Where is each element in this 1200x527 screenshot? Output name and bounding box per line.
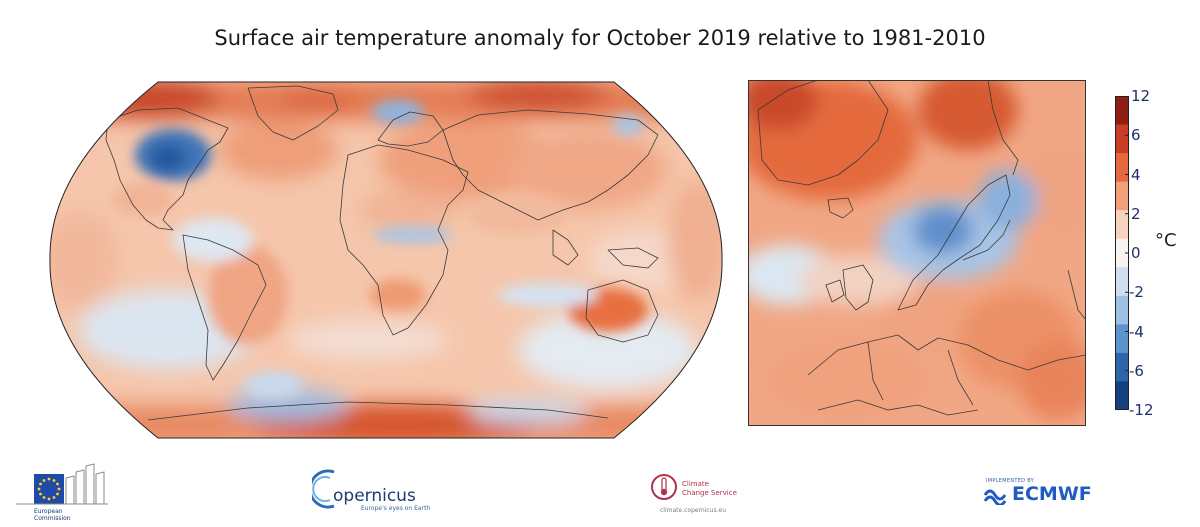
colorbar-segment [1115, 96, 1129, 126]
colorbar-segment [1115, 153, 1129, 183]
ecmwf-wordmark: ECMWF [1012, 483, 1092, 505]
colorbar-tick-label: 6 [1131, 126, 1141, 145]
climate-copernicus-url: climate.copernicus.eu [660, 507, 727, 514]
climate-change-service-text: Climate Change Service [682, 480, 737, 497]
world-anomaly-map [49, 81, 723, 439]
colorbar-segment [1115, 238, 1129, 268]
colorbar-tick-label: -4 [1129, 322, 1144, 341]
colorbar-segment [1115, 352, 1129, 382]
chart-title: Surface air temperature anomaly for Octo… [214, 26, 986, 50]
colorbar-tick-label: -2 [1129, 283, 1144, 302]
european-commission-logo [16, 463, 108, 505]
colorbar-tick-label: -6 [1129, 361, 1144, 380]
colorbar-segment [1115, 181, 1129, 211]
copernicus-wordmark: opernicus [333, 486, 416, 506]
ecmwf-implemented-by: IMPLEMENTED BY [986, 478, 1035, 484]
colorbar [1115, 96, 1129, 410]
colorbar-segment [1115, 381, 1129, 410]
colorbar-tick-label: 0 [1131, 244, 1141, 262]
europe-anomaly-map [748, 80, 1086, 426]
ecmwf-logo-mark [983, 489, 1007, 505]
colorbar-segment [1115, 210, 1129, 240]
colorbar-segment [1115, 324, 1129, 354]
colorbar-tick-label: 12 [1131, 87, 1151, 105]
colorbar-tick-label: 4 [1131, 165, 1141, 184]
colorbar-segment [1115, 295, 1129, 325]
colorbar-segment [1115, 124, 1129, 154]
copernicus-logo-mark [312, 469, 335, 509]
colorbar-segment [1115, 267, 1129, 297]
copernicus-tagline: Europe's eyes on Earth [361, 505, 431, 512]
colorbar-tick-label: 2 [1131, 204, 1141, 223]
european-commission-text: European Commission [34, 508, 71, 522]
colorbar-tick-label: -12 [1129, 401, 1154, 419]
colorbar-unit: °C [1155, 230, 1177, 251]
climate-change-service-icon [651, 474, 677, 500]
